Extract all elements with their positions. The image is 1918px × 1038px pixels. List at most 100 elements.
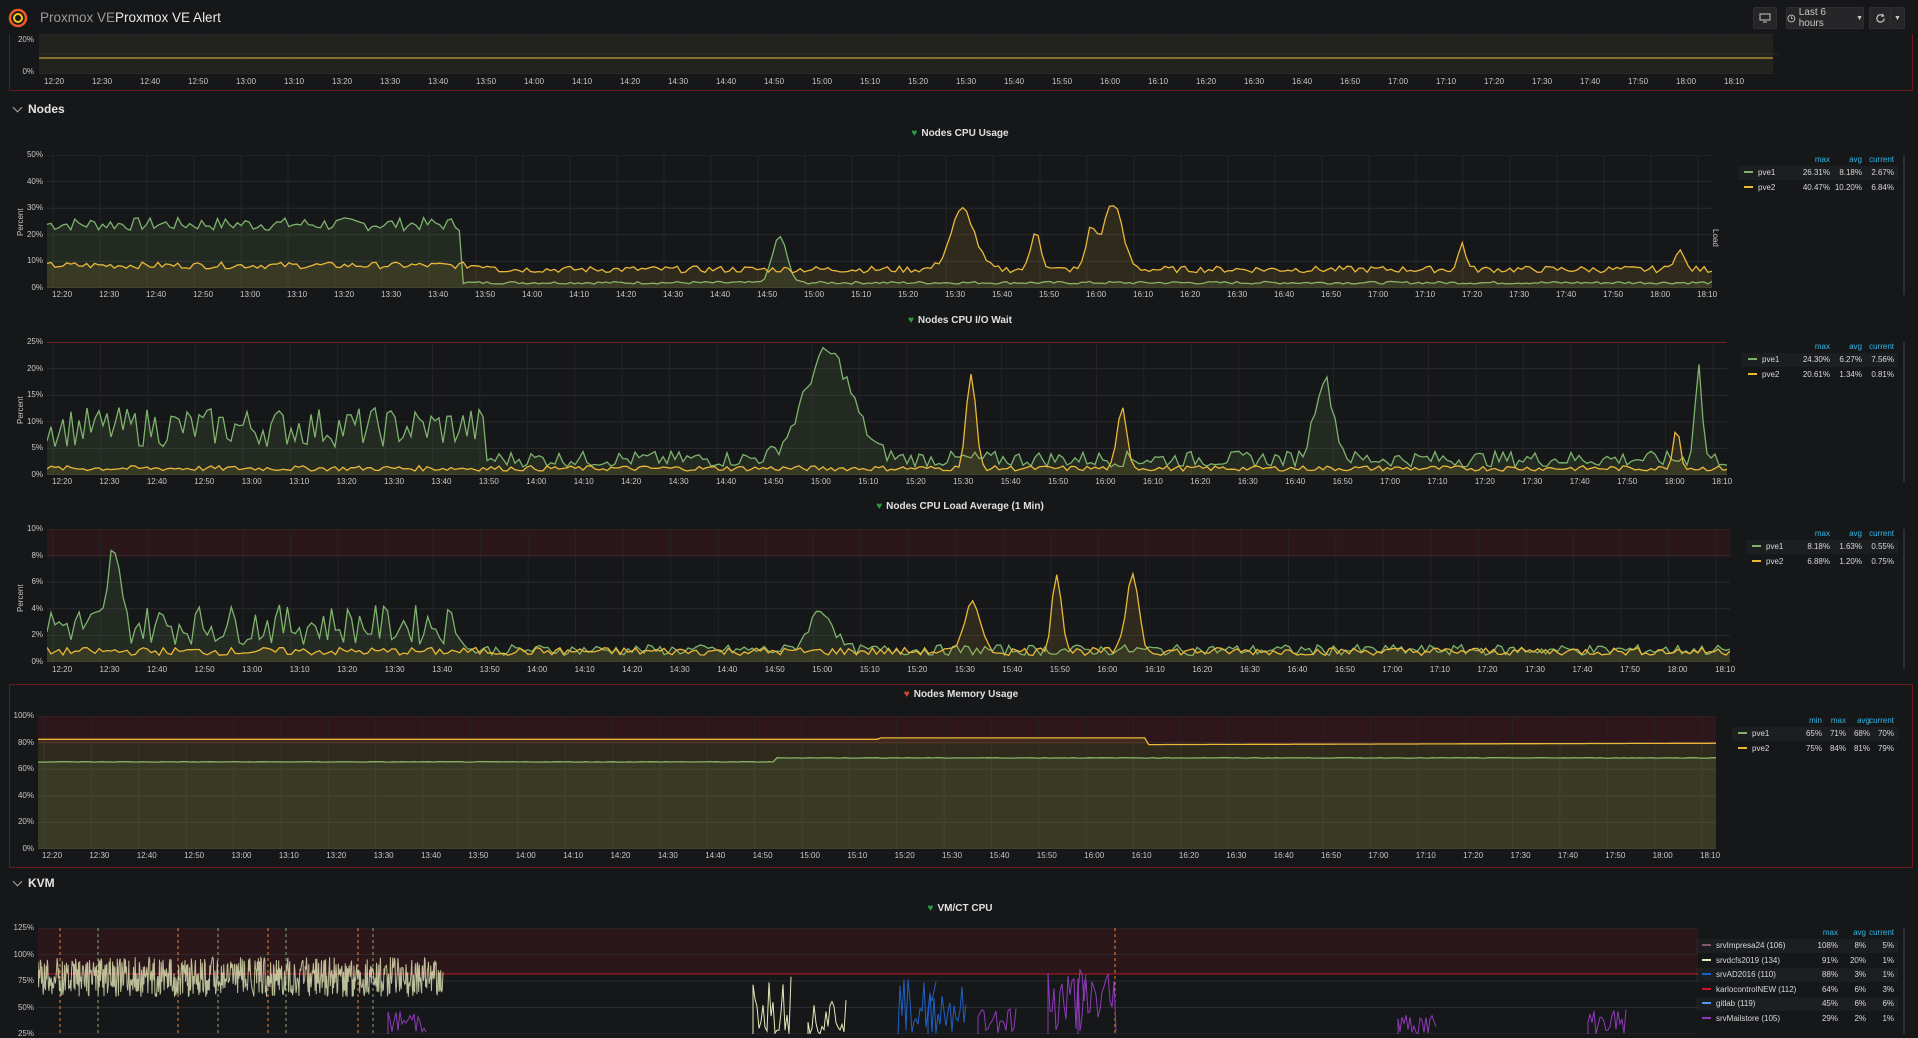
legend-scrollbar[interactable]	[1903, 155, 1905, 295]
legend-color-swatch[interactable]	[1748, 372, 1757, 375]
legend-item[interactable]: pve1 26.31% 8.18% 2.67%	[1738, 166, 1898, 180]
legend-color-swatch[interactable]	[1738, 732, 1747, 734]
legend-header[interactable]: max	[1822, 928, 1838, 937]
legend-value: 1%	[1882, 955, 1894, 965]
load-graph[interactable]	[47, 529, 1730, 662]
x-tick-label: 13:00	[242, 665, 263, 674]
legend-header[interactable]: min	[1809, 716, 1822, 725]
legend-header[interactable]: avg	[1849, 342, 1862, 351]
panel-title[interactable]: ♥ Nodes CPU Load Average (1 Min)	[9, 501, 1911, 512]
cycle-view-mode-button[interactable]	[1753, 7, 1777, 29]
legend-series-name[interactable]: srvImpresa24 (106)	[1716, 941, 1786, 950]
dashboard-title[interactable]: Proxmox VEProxmox VE Alert	[40, 10, 221, 25]
legend-color-swatch[interactable]	[1752, 545, 1761, 547]
legend-item[interactable]: pve2 40.47% 10.20% 6.84%	[1738, 181, 1898, 195]
legend-series-name[interactable]: pve1	[1766, 542, 1784, 551]
legend-scrollbar[interactable]	[1903, 342, 1905, 482]
legend-color-swatch[interactable]	[1702, 958, 1711, 961]
legend-color-swatch[interactable]	[1752, 559, 1761, 562]
legend-header[interactable]: avg	[1849, 529, 1862, 538]
legend-header[interactable]: max	[1814, 155, 1830, 164]
legend-color-swatch[interactable]	[1744, 185, 1753, 188]
legend-header[interactable]: avg	[1853, 928, 1866, 937]
panel-title[interactable]: ♥ Nodes Memory Usage	[10, 689, 1912, 700]
x-tick-label: 17:40	[1569, 477, 1590, 486]
legend-item[interactable]: pve2 75% 84% 81% 79%	[1732, 742, 1898, 756]
legend-color-swatch[interactable]	[1738, 746, 1747, 749]
legend-series-name[interactable]: gitlab (119)	[1716, 999, 1756, 1009]
pve2-area	[47, 573, 1730, 662]
panel-title[interactable]: ♥ Nodes CPU I/O Wait	[9, 315, 1911, 326]
legend-header[interactable]: avg	[1857, 716, 1870, 725]
legend-series-name[interactable]: pve2	[1766, 556, 1784, 566]
x-tick-label: 16:40	[1273, 851, 1294, 860]
legend-scrollbar[interactable]	[1903, 529, 1905, 669]
legend-series-name[interactable]: pve2	[1758, 182, 1776, 192]
legend-color-swatch[interactable]	[1702, 1002, 1711, 1005]
legend-item[interactable]: karlocontrolNEW (112) 64% 6% 3%	[1696, 983, 1898, 997]
legend-series-name[interactable]: srvMailstore (105)	[1716, 1014, 1781, 1023]
y-tick-label: 20%	[17, 817, 34, 827]
legend-header[interactable]: current	[1869, 342, 1894, 351]
time-picker-button[interactable]: Last 6 hours ▼	[1786, 7, 1864, 29]
legend-header[interactable]: max	[1814, 529, 1830, 538]
legend-color-swatch[interactable]	[1702, 987, 1711, 990]
x-tick-label: 14:40	[705, 851, 726, 860]
refresh-button[interactable]	[1869, 7, 1891, 29]
legend-series-name[interactable]: karlocontrolNEW (112)	[1716, 984, 1797, 994]
legend-header[interactable]: current	[1869, 155, 1894, 164]
x-tick-label: 17:00	[1388, 77, 1409, 86]
legend-item[interactable]: pve1 8.18% 1.63% 0.55%	[1746, 540, 1898, 554]
iowait-graph[interactable]	[47, 342, 1727, 475]
legend-header[interactable]: max	[1830, 716, 1846, 725]
x-tick-label: 16:40	[1292, 77, 1313, 86]
legend-color-swatch[interactable]	[1702, 1017, 1711, 1019]
legend-color-swatch[interactable]	[1702, 944, 1711, 946]
legend-value: 40.47%	[1802, 182, 1830, 192]
x-tick-label: 15:00	[799, 851, 820, 860]
legend-item[interactable]: srvAD2016 (110) 88% 3% 1%	[1696, 968, 1898, 982]
refresh-interval-picker[interactable]: ▼	[1891, 7, 1905, 29]
legend-series-name[interactable]: srvdcfs2019 (134)	[1716, 955, 1781, 965]
legend-header[interactable]: max	[1814, 342, 1830, 351]
legend-item[interactable]: srvdcfs2019 (134) 91% 20% 1%	[1696, 954, 1898, 968]
legend-scrollbar[interactable]	[1903, 928, 1905, 1034]
legend-header[interactable]: current	[1869, 928, 1894, 937]
x-tick-label: 15:10	[860, 77, 881, 86]
legend-header[interactable]: current	[1869, 529, 1894, 538]
legend-series-name[interactable]: pve2	[1752, 743, 1770, 753]
legend-item[interactable]: pve1 65% 71% 68% 70%	[1732, 727, 1898, 741]
legend-item[interactable]: pve2 6.88% 1.20% 0.75%	[1746, 555, 1898, 569]
legend-item[interactable]: srvImpresa24 (106) 108% 8% 5%	[1696, 939, 1898, 953]
legend-header[interactable]: current	[1869, 716, 1894, 725]
legend-series-name[interactable]: pve1	[1762, 355, 1780, 364]
panel-title[interactable]: ♥ VM/CT CPU	[9, 903, 1911, 914]
legend-series-name[interactable]: srvAD2016 (110)	[1716, 970, 1776, 980]
x-tick-label: 12:20	[52, 290, 73, 299]
legend-color-swatch[interactable]	[1748, 358, 1757, 360]
legend-color-swatch[interactable]	[1702, 973, 1711, 976]
legend-item[interactable]: gitlab (119) 45% 6% 6%	[1696, 997, 1898, 1011]
row-kvm[interactable]: KVM	[12, 876, 55, 890]
legend-color-swatch[interactable]	[1744, 171, 1753, 173]
x-tick-label: 14:00	[522, 290, 543, 299]
cpu-usage-graph[interactable]	[47, 155, 1712, 288]
grafana-logo-icon[interactable]	[8, 8, 28, 28]
legend-header[interactable]: avg	[1849, 155, 1862, 164]
row-nodes[interactable]: Nodes	[12, 102, 65, 116]
vm-cpu-graph[interactable]	[38, 928, 1698, 1034]
memory-graph[interactable]	[38, 716, 1716, 849]
panel-title[interactable]: ♥ Nodes CPU Usage	[9, 128, 1911, 139]
legend-item[interactable]: srvMailstore (105) 29% 2% 1%	[1696, 1012, 1898, 1026]
x-tick-label: 18:10	[1697, 290, 1718, 299]
vm-series-spike	[1077, 968, 1117, 1034]
legend-item[interactable]: pve2 20.61% 1.34% 0.81%	[1742, 368, 1898, 382]
y-tick-label: 2%	[31, 630, 43, 640]
x-tick-label: 13:40	[428, 290, 449, 299]
legend-series-name[interactable]: pve2	[1762, 369, 1780, 379]
x-tick-label: 14:10	[574, 665, 595, 674]
legend-item[interactable]: pve1 24.30% 6.27% 7.56%	[1742, 353, 1898, 367]
legend-series-name[interactable]: pve1	[1758, 168, 1776, 177]
legend-series-name[interactable]: pve1	[1752, 729, 1770, 738]
legend-iowait: max avg current pve1 24.30% 6.27% 7.56% pve2 20.…	[1742, 342, 1898, 382]
